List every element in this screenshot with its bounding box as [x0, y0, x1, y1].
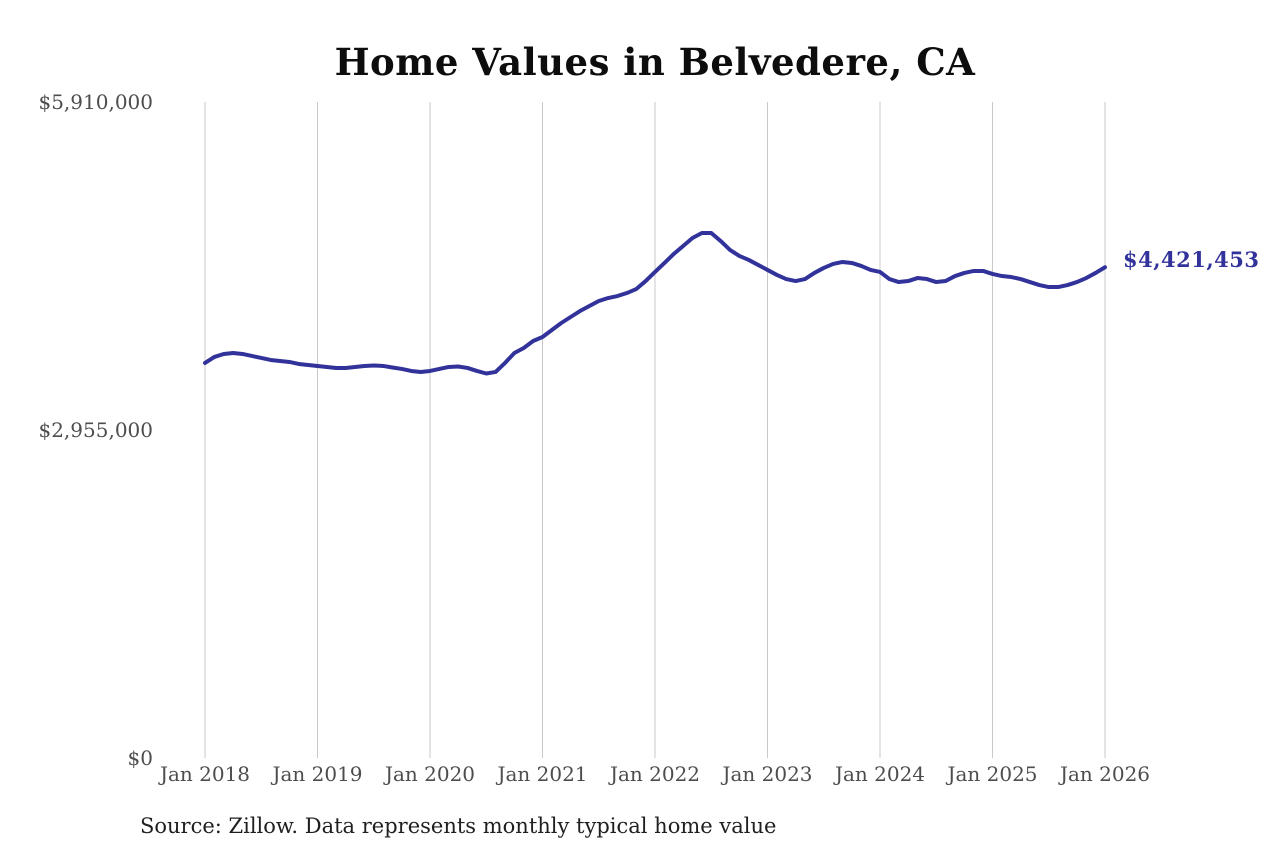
source-note: Source: Zillow. Data represents monthly … — [140, 814, 777, 838]
gridlines — [204, 102, 1106, 758]
x-axis-label: Jan 2018 — [159, 762, 251, 786]
y-axis-label-mid: $2,955,000 — [38, 418, 153, 442]
x-axis-label: Jan 2021 — [497, 762, 588, 786]
x-axis-label: Jan 2026 — [1059, 762, 1151, 786]
x-axis-label: Jan 2020 — [384, 762, 476, 786]
y-axis-label-zero: $0 — [127, 746, 153, 770]
y-axis-label-max: $5,910,000 — [38, 90, 153, 114]
x-axis-label: Jan 2025 — [947, 762, 1038, 786]
x-axis-label: Jan 2024 — [834, 762, 926, 786]
latest-value-label: $4,421,453 — [1123, 247, 1260, 272]
chart-title: Home Values in Belvedere, CA — [334, 40, 976, 84]
x-axis-label: Jan 2019 — [272, 762, 363, 786]
home-value-line — [203, 230, 1107, 376]
x-axis-label: Jan 2023 — [722, 762, 813, 786]
x-axis-label: Jan 2022 — [609, 762, 701, 786]
